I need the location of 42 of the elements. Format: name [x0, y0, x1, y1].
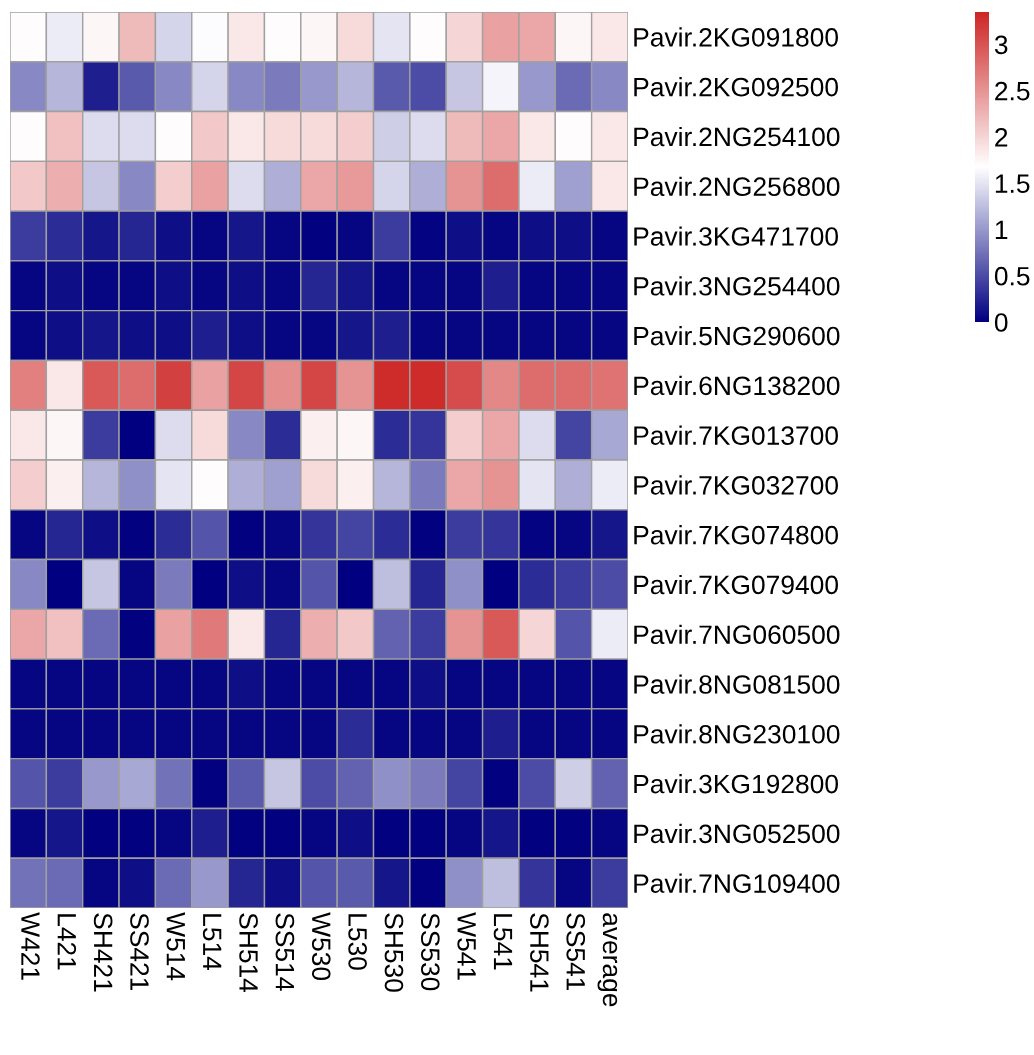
x-tick-label: L541 [493, 914, 513, 970]
y-tick-label: Pavir.3NG052500 [634, 823, 840, 844]
color-bar-label: 0.5 [994, 266, 1030, 286]
x-tick-label: SH541 [530, 913, 549, 992]
y-tick-label: Pavir.7NG109400 [634, 873, 840, 893]
x-tick-label: average [597, 913, 618, 1007]
x-tick-label: L530 [348, 914, 367, 970]
color-bar-label: 2.5 [995, 81, 1030, 101]
x-tick-label: SH530 [384, 913, 404, 992]
y-tick-label: Pavir.2NG254100 [634, 126, 840, 147]
y-tick-label: Pavir.8NG230100 [634, 724, 840, 744]
y-tick-label: Pavir.3KG192800 [634, 773, 838, 794]
color-bar-label: 1 [995, 220, 1008, 240]
x-tick-label: L421 [57, 914, 77, 970]
y-tick-label: Pavir.3KG471700 [634, 226, 838, 246]
x-tick-label: SS541 [566, 913, 586, 991]
y-tick-label: Pavir.7KG032700 [634, 475, 838, 495]
y-tick-label: Pavir.2KG092500 [634, 77, 838, 97]
color-bar-label: 0 [994, 313, 1008, 332]
y-tick-label: Pavir.8NG081500 [634, 674, 840, 694]
y-tick-label: Pavir.3NG254400 [634, 276, 840, 296]
x-tick-label: W514 [166, 912, 185, 981]
color-bar-label: 3 [994, 35, 1008, 55]
x-tick-label: SH421 [93, 913, 113, 992]
color-bar-label: 1.5 [995, 174, 1030, 194]
x-tick-label: W541 [457, 912, 476, 980]
x-tick-label: SH514 [239, 913, 258, 993]
y-tick-label: Pavir.7KG013700 [634, 425, 838, 445]
x-tick-label: SS514 [275, 913, 295, 991]
y-tick-label: Pavir.7KG074800 [634, 525, 838, 545]
x-tick-label: SS530 [420, 913, 440, 991]
y-tick-label: Pavir.2NG256800 [634, 176, 840, 197]
y-tick-label: Pavir.5NG290600 [634, 325, 840, 346]
y-tick-label: Pavir.7KG079400 [634, 574, 838, 595]
y-tick-label: Pavir.2KG091800 [634, 27, 838, 47]
y-tick-label: Pavir.7NG060500 [634, 624, 840, 645]
color-bar-label: 2 [995, 128, 1008, 147]
x-tick-label: W421 [21, 912, 40, 980]
y-tick-label: Pavir.6NG138200 [634, 375, 840, 396]
x-tick-label: L514 [202, 914, 222, 971]
x-tick-label: W530 [311, 912, 331, 981]
x-tick-label: SS421 [130, 913, 149, 991]
